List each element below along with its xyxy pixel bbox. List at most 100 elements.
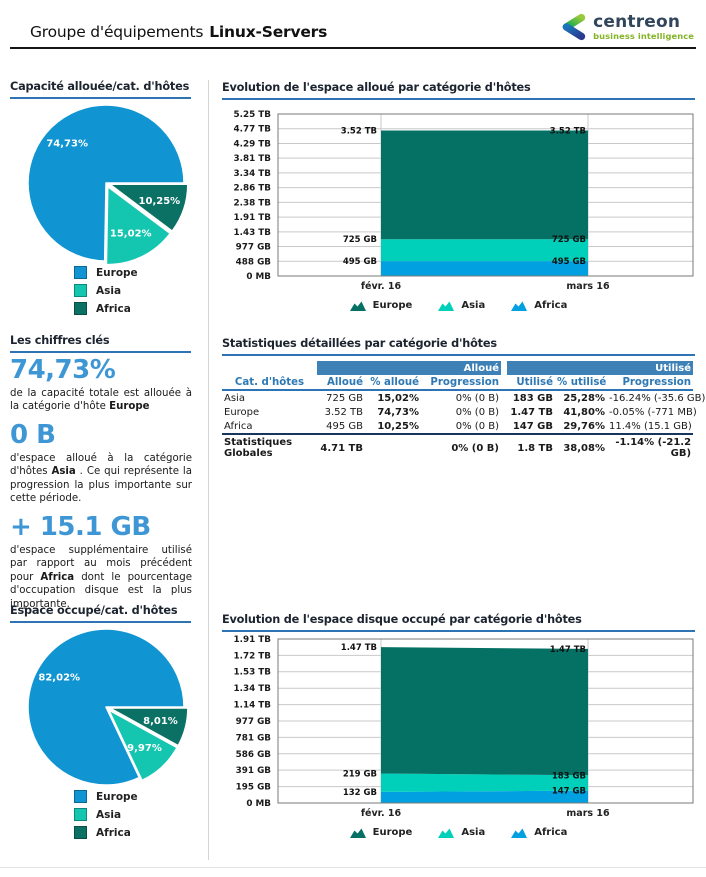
legend-swatch bbox=[74, 284, 87, 297]
table-column-header: % utilisé bbox=[555, 375, 607, 391]
legend-label: Europe bbox=[372, 300, 413, 311]
legend-item: Europe bbox=[349, 300, 413, 311]
header-rule bbox=[10, 47, 696, 49]
area-series-africa bbox=[381, 261, 588, 276]
legend-label: Europe bbox=[96, 266, 138, 279]
x-axis-label: févr. 16 bbox=[361, 808, 402, 819]
table-group-header-alloue: Alloué bbox=[317, 361, 501, 375]
mountain-icon bbox=[438, 828, 455, 838]
key-figure-text-bold: Africa bbox=[40, 571, 75, 583]
pie-slice-label: 82,02% bbox=[38, 672, 80, 683]
mountain-icon bbox=[349, 301, 366, 311]
legend-label: Africa bbox=[96, 302, 131, 315]
section-title-stats-table: Statistiques détaillées par catégorie d'… bbox=[222, 337, 695, 356]
table-cell: 147 GB bbox=[512, 420, 553, 432]
table-cell: 10,25% bbox=[377, 420, 419, 432]
area-series-asia bbox=[381, 773, 588, 792]
logo-tagline: business intelligence bbox=[593, 30, 694, 41]
key-figure-text-bold: Asia bbox=[51, 466, 76, 478]
table-column-header: Cat. d'hôtes bbox=[222, 375, 317, 391]
x-axis-label: mars 16 bbox=[566, 281, 610, 292]
y-axis-tick-label: 1.91 TB bbox=[234, 635, 272, 645]
y-axis-tick-label: 1.34 TB bbox=[234, 684, 272, 694]
pie-slice-asia bbox=[105, 185, 171, 266]
pie-chart-used: 8,01% 9,97% 82,02% Europe Asia Africa bbox=[10, 624, 200, 854]
legend-item: Africa bbox=[74, 302, 138, 315]
page-title-prefix: Groupe d'équipements bbox=[30, 23, 204, 41]
mountain-icon bbox=[438, 301, 455, 311]
column-divider bbox=[208, 80, 209, 860]
area-legend-icon bbox=[511, 301, 528, 311]
table-cell: 725 GB bbox=[326, 392, 363, 404]
table-column-header: % alloué bbox=[365, 375, 421, 391]
mountain-icon bbox=[511, 828, 528, 838]
plot-border bbox=[277, 113, 694, 277]
table-column-header: Progression bbox=[421, 375, 501, 391]
table-cell bbox=[365, 433, 421, 461]
table-cell: -0.05% (-771 MB) bbox=[609, 406, 697, 418]
key-figure-text-after: . Ce qui représente la progression la pl… bbox=[10, 466, 192, 505]
legend-item: Europe bbox=[74, 790, 138, 803]
legend-label: Africa bbox=[96, 826, 131, 839]
pie-slice-label: 15,02% bbox=[110, 229, 152, 240]
pie-slice-label: 10,25% bbox=[139, 196, 181, 207]
legend-item: Asia bbox=[438, 300, 485, 311]
table-cell: Asia bbox=[224, 392, 245, 404]
table-group-header-utilise: Utilisé bbox=[507, 361, 694, 375]
value-label: 132 GB bbox=[343, 788, 377, 798]
pie-slice-asia bbox=[107, 709, 178, 782]
table-column-header: Alloué bbox=[317, 375, 365, 391]
pie-chart-svg: 10,25% 15,02% 74,73% bbox=[27, 104, 189, 266]
y-axis-tick-label: 781 GB bbox=[236, 733, 272, 743]
pie-slice-europe bbox=[27, 628, 185, 786]
value-label: 495 GB bbox=[552, 257, 586, 267]
value-label: 147 GB bbox=[552, 787, 586, 797]
pie-slice-africa bbox=[109, 707, 189, 747]
chart-legend: Europe Asia Africa bbox=[222, 827, 695, 838]
value-label: 725 GB bbox=[343, 235, 377, 245]
mountain-icon bbox=[511, 301, 528, 311]
y-axis-tick-label: 1.14 TB bbox=[234, 701, 272, 711]
value-label: 3.52 TB bbox=[550, 126, 586, 136]
area-series-europe bbox=[381, 130, 588, 240]
y-axis-tick-label: 4.77 TB bbox=[234, 125, 272, 135]
y-axis-tick-label: 977 GB bbox=[236, 243, 272, 253]
table-column-header: Utilisé bbox=[507, 375, 555, 391]
table-cell: Europe bbox=[224, 406, 260, 418]
y-axis-tick-label: 5.25 TB bbox=[234, 110, 272, 120]
legend-label: Asia bbox=[96, 284, 122, 297]
legend-label: Asia bbox=[461, 300, 486, 311]
section-title-area-used: Evolution de l'espace disque occupé par … bbox=[222, 613, 695, 632]
table-cell: 495 GB bbox=[326, 420, 363, 432]
key-figures-block: 74,73% de la capacité totale est allouée… bbox=[10, 357, 192, 619]
area-chart-allocated: 495 GB 495 GB 725 GB 725 GB 3.52 TB 3.52 TB 0 … bbox=[222, 104, 695, 329]
pie-slice-label: 8,01% bbox=[143, 716, 178, 727]
legend-swatch bbox=[74, 302, 87, 315]
pie-slice-europe bbox=[27, 104, 185, 262]
legend-label: Europe bbox=[372, 827, 413, 838]
pie-slice-label: 74,73% bbox=[46, 139, 88, 150]
y-axis-tick-label: 195 GB bbox=[236, 783, 272, 793]
section-title-key-figures: Les chiffres clés bbox=[10, 334, 191, 353]
value-label: 1.47 TB bbox=[550, 645, 586, 655]
value-label: 1.47 TB bbox=[341, 643, 377, 653]
key-figure-text: de la capacité totale est allouée à la c… bbox=[10, 387, 192, 414]
key-figure-text-before: d'espace alloué à la catégorie d'hôtes bbox=[10, 452, 192, 478]
pie-chart-allocated: 10,25% 15,02% 74,73% Europe Asia Africa bbox=[10, 100, 200, 330]
legend-label: Africa bbox=[534, 300, 568, 311]
table-row: Europe 3.52 TB 74,73% 0% (0 B) 1.47 TB 41,80%… bbox=[222, 405, 697, 419]
legend-item: Asia bbox=[74, 808, 138, 821]
pie-slice-label: 9,97% bbox=[127, 743, 162, 754]
table-cell: -1.14% (-21.2 GB) bbox=[607, 433, 694, 461]
area-legend-icon bbox=[438, 301, 455, 311]
y-axis-tick-label: 391 GB bbox=[236, 766, 272, 776]
legend-label: Europe bbox=[96, 790, 138, 803]
chart-legend: Europe Asia Africa bbox=[222, 300, 695, 311]
key-figure-text: d'espace supplémentaire utilisé par rapp… bbox=[10, 544, 192, 611]
table-cell: 0% (0 B) bbox=[455, 420, 499, 432]
key-figure-text-after: dont le pourcentage d'occupation disque … bbox=[10, 571, 192, 610]
stats-table: Alloué Utilisé Cat. d'hôtes Alloué% alloué P… bbox=[222, 361, 705, 461]
table-row: Asia 725 GB 15,02% 0% (0 B) 183 GB 25,28% -16.… bbox=[222, 390, 705, 405]
logo-name: centreon bbox=[593, 11, 681, 32]
